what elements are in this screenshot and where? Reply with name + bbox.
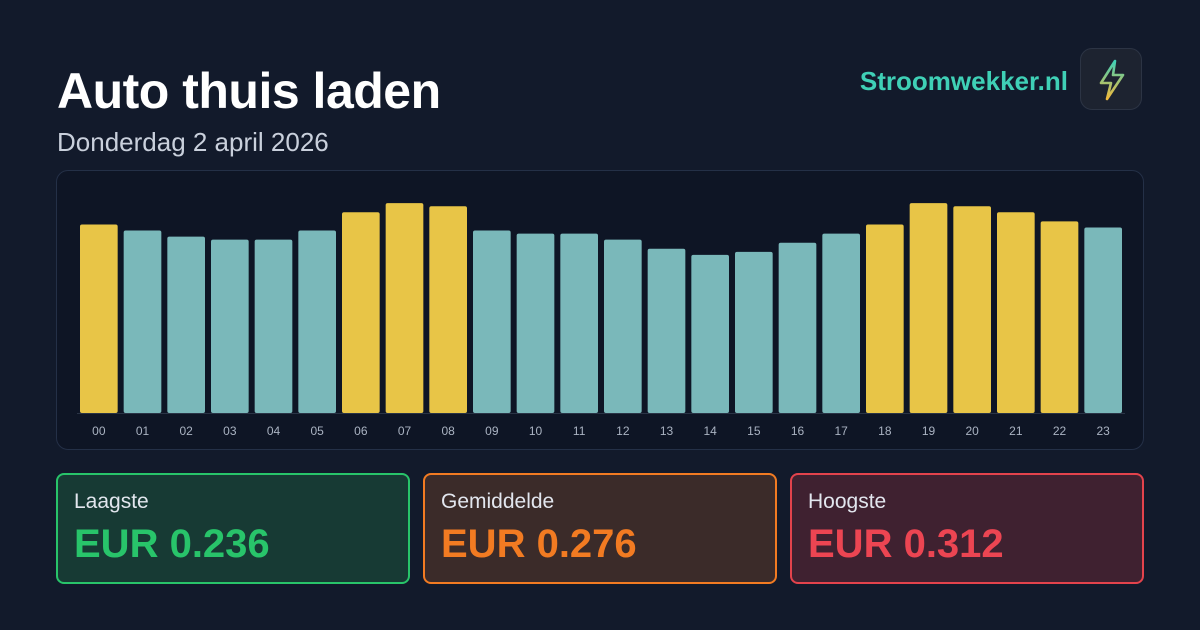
stat-label-highest: Hoogste bbox=[808, 490, 887, 513]
bar-hour-16 bbox=[778, 242, 817, 413]
x-tick-label-07: 07 bbox=[398, 424, 412, 438]
stat-value-lowest: EUR 0.236 bbox=[74, 522, 270, 566]
bar-hour-07 bbox=[385, 203, 424, 413]
stat-card-lowest: Laagste EUR 0.236 bbox=[56, 473, 410, 584]
bar-hour-03 bbox=[211, 239, 249, 413]
brand-name[interactable]: Stroomwekker.nl bbox=[859, 66, 1068, 96]
x-tick-label-19: 19 bbox=[922, 424, 936, 438]
x-tick-label-16: 16 bbox=[791, 424, 805, 438]
stat-value-highest: EUR 0.312 bbox=[808, 522, 1004, 566]
x-tick-label-15: 15 bbox=[747, 424, 761, 438]
bar-hour-05 bbox=[298, 230, 336, 413]
bar-hour-08 bbox=[429, 206, 467, 413]
x-tick-label-23: 23 bbox=[1096, 424, 1110, 438]
stat-card-average: Gemiddelde EUR 0.276 bbox=[423, 473, 777, 584]
bar-hour-06 bbox=[342, 212, 380, 413]
price-bar-chart: 00 01 02 03 04 05 06 07 08 09 10 11 12 13 14 15 16 17 18 19… bbox=[56, 170, 1144, 450]
page-subtitle-date: Donderdag 2 april 2026 bbox=[57, 127, 329, 157]
x-tick-label-08: 08 bbox=[441, 424, 455, 438]
brand-logo[interactable] bbox=[1080, 48, 1142, 110]
bar-hour-10 bbox=[516, 233, 555, 413]
bar-hour-00 bbox=[80, 224, 118, 413]
bar-hour-20 bbox=[953, 206, 991, 413]
bar-hour-02 bbox=[167, 236, 205, 413]
x-tick-label-13: 13 bbox=[660, 424, 674, 438]
stat-value-average: EUR 0.276 bbox=[441, 522, 637, 566]
stat-label-lowest: Laagste bbox=[74, 490, 149, 513]
x-tick-label-00: 00 bbox=[92, 424, 106, 438]
bar-hour-22 bbox=[1040, 221, 1079, 413]
bar-hour-12 bbox=[604, 239, 642, 413]
x-tick-label-20: 20 bbox=[965, 424, 979, 438]
bar-hour-01 bbox=[123, 230, 162, 413]
bar-hour-11 bbox=[560, 233, 598, 413]
lightning-bolt-icon bbox=[1099, 59, 1125, 101]
x-tick-label-02: 02 bbox=[179, 424, 193, 438]
bar-hour-15 bbox=[735, 251, 773, 413]
x-tick-label-14: 14 bbox=[703, 424, 717, 438]
x-tick-label-05: 05 bbox=[310, 424, 324, 438]
page-title: Auto thuis laden bbox=[57, 63, 441, 119]
x-tick-label-22: 22 bbox=[1053, 424, 1067, 438]
bar-hour-21 bbox=[997, 212, 1035, 413]
bar-hour-17 bbox=[822, 233, 860, 413]
bar-hour-09 bbox=[473, 230, 511, 413]
bar-hour-14 bbox=[691, 254, 729, 413]
bar-hour-23 bbox=[1084, 227, 1122, 413]
x-tick-label-12: 12 bbox=[616, 424, 630, 438]
x-tick-label-06: 06 bbox=[354, 424, 368, 438]
x-tick-label-09: 09 bbox=[485, 424, 499, 438]
x-tick-label-04: 04 bbox=[267, 424, 281, 438]
bar-hour-18 bbox=[866, 224, 904, 413]
x-tick-label-18: 18 bbox=[878, 424, 892, 438]
stat-card-highest: Hoogste EUR 0.312 bbox=[790, 473, 1144, 584]
bar-hour-19 bbox=[909, 203, 948, 413]
stat-label-average: Gemiddelde bbox=[441, 490, 555, 513]
x-tick-label-03: 03 bbox=[223, 424, 237, 438]
x-tick-label-11: 11 bbox=[573, 424, 586, 438]
bar-hour-13 bbox=[647, 248, 686, 413]
x-tick-label-10: 10 bbox=[529, 424, 543, 438]
x-tick-label-01: 01 bbox=[136, 424, 150, 438]
x-tick-label-21: 21 bbox=[1009, 424, 1023, 438]
x-tick-label-17: 17 bbox=[834, 424, 848, 438]
bar-hour-04 bbox=[254, 239, 293, 413]
